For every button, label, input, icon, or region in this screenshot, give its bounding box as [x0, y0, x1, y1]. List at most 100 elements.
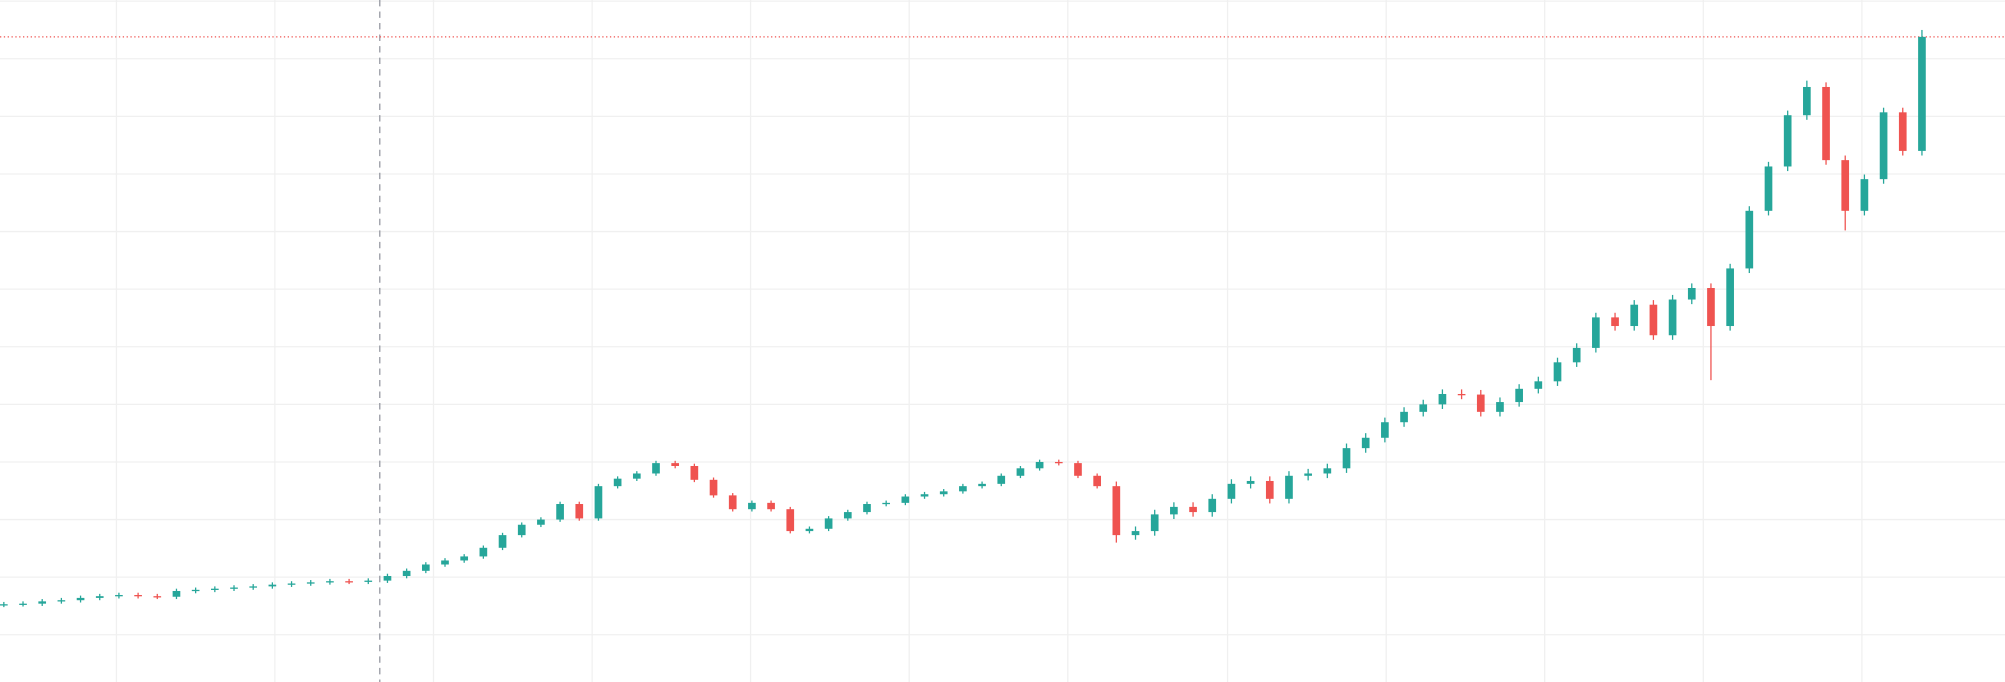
candle-body — [1496, 402, 1504, 412]
candle-body — [1534, 381, 1543, 389]
candle-body — [671, 463, 680, 466]
candle-body — [1630, 304, 1639, 327]
candle-body — [882, 502, 891, 505]
candle-body — [1898, 112, 1907, 151]
candle-body — [1918, 36, 1926, 151]
candle-body — [0, 604, 8, 606]
candle-body — [210, 588, 219, 590]
candle-body — [287, 583, 296, 585]
candle-body — [1112, 486, 1121, 536]
candle-body — [1208, 498, 1217, 513]
candle-body — [268, 584, 277, 587]
candle-body — [479, 547, 488, 557]
candle-body — [1400, 411, 1408, 423]
candle-body — [1054, 461, 1063, 464]
candle-body — [1707, 288, 1715, 327]
candle-body — [1611, 317, 1619, 327]
candle-body — [1572, 347, 1581, 363]
candle-body — [1841, 160, 1850, 211]
candle-body — [95, 596, 104, 598]
candle-body — [345, 581, 353, 583]
candle-body — [1189, 506, 1197, 513]
candle-body — [786, 509, 795, 532]
candle-body — [1879, 112, 1888, 180]
candle-body — [556, 504, 564, 520]
candle-body — [575, 504, 584, 519]
candle-body — [1227, 483, 1236, 499]
candle-body — [172, 590, 181, 597]
candle-body — [1803, 86, 1811, 116]
candle-body — [76, 597, 85, 601]
candle-body — [939, 491, 948, 495]
candle-body — [498, 535, 507, 548]
candle-body — [805, 528, 814, 532]
candle-body — [1438, 393, 1447, 405]
candle-body — [134, 595, 142, 597]
candle-body — [997, 475, 1006, 484]
candle-body — [959, 486, 967, 492]
candle-body — [1285, 475, 1293, 499]
candle-body — [767, 502, 775, 510]
candle-body — [326, 581, 334, 583]
candle-body — [1745, 210, 1754, 269]
candle-body — [613, 478, 622, 487]
candle-body — [1687, 288, 1696, 300]
candle-body — [115, 595, 123, 597]
candle-body — [1131, 531, 1140, 536]
candle-body — [1457, 393, 1466, 396]
candle-body — [383, 576, 392, 581]
candle-body — [57, 600, 66, 602]
candle-body — [153, 596, 162, 598]
candle-body — [594, 486, 603, 519]
candle-body — [1323, 468, 1332, 474]
candle-body — [690, 465, 699, 480]
candle-body — [1726, 268, 1734, 327]
candle-body — [1649, 304, 1658, 336]
candle-body — [249, 586, 258, 588]
candle-body — [1361, 437, 1370, 449]
candle-body — [1668, 299, 1677, 336]
candle-body — [1246, 480, 1255, 484]
candle-body — [824, 518, 833, 529]
candle-body — [728, 495, 737, 510]
candle-body — [1419, 404, 1428, 412]
candle-body — [421, 564, 430, 571]
candle-body — [1265, 480, 1274, 499]
candle-body — [843, 512, 852, 519]
candle-body — [1342, 448, 1351, 469]
candle-body — [1150, 514, 1159, 532]
candle-body — [1170, 506, 1178, 515]
candle-body — [230, 587, 238, 589]
candle-body — [537, 519, 545, 525]
candle-body — [1553, 362, 1562, 382]
candle-body — [1515, 388, 1523, 403]
candle-body — [364, 580, 373, 582]
candle-body — [1381, 422, 1389, 438]
candle-body — [709, 479, 718, 496]
candle-body — [863, 504, 871, 513]
candle-body — [402, 570, 411, 577]
candle-body — [517, 524, 526, 536]
candle-body — [1592, 317, 1600, 348]
candle-body — [1822, 86, 1830, 161]
candle-body — [1304, 473, 1312, 476]
candle-body — [441, 560, 449, 565]
candle-body — [1093, 475, 1101, 487]
candle-body — [1074, 463, 1082, 476]
candle-body — [1783, 115, 1792, 167]
candle-body — [1035, 461, 1044, 469]
candle-body — [901, 496, 910, 503]
candle-body — [38, 601, 47, 604]
candle-body — [920, 494, 929, 497]
candle-body — [191, 589, 200, 592]
candle-body — [306, 582, 315, 584]
candle-body — [19, 603, 27, 605]
candle-body — [1476, 394, 1485, 412]
candle-body — [652, 463, 660, 474]
candle-body — [1016, 468, 1025, 476]
candle-body — [1764, 166, 1773, 211]
candle-body — [1860, 179, 1869, 211]
candle-body — [632, 473, 641, 479]
